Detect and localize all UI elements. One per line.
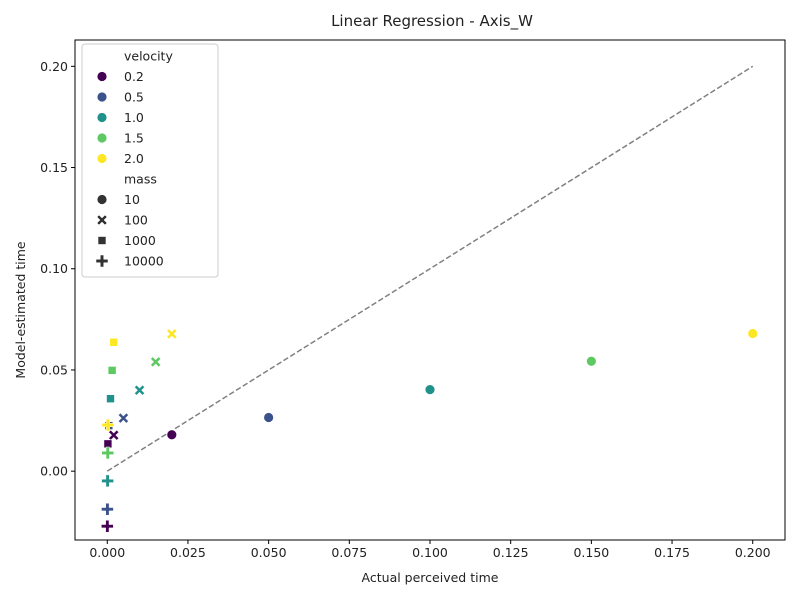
square-marker	[103, 439, 113, 449]
x-tick-label: 0.050	[251, 545, 287, 560]
legend-marker	[96, 132, 108, 144]
plus-marker	[95, 254, 109, 268]
legend-marker	[96, 71, 108, 82]
circle-marker	[96, 132, 108, 144]
x-tick-label: 0.100	[412, 545, 448, 560]
legend-label: 10000	[124, 254, 164, 269]
square-marker	[106, 394, 115, 404]
data-point	[101, 418, 115, 432]
square-marker	[107, 366, 117, 375]
y-axis-ticks: 0.00 0.05 0.10 0.15 0.20	[40, 59, 75, 479]
y-tick-label: 0.05	[40, 362, 68, 377]
legend-marker	[96, 194, 108, 205]
legend-marker	[95, 254, 109, 268]
y-tick-label: 0.10	[40, 261, 68, 276]
legend-marker	[96, 112, 108, 123]
y-tick-label: 0.20	[40, 59, 68, 74]
circle-marker	[166, 429, 178, 441]
data-point	[166, 429, 178, 441]
plus-marker	[101, 474, 114, 488]
data-point	[134, 384, 145, 396]
legend: velocity 0.2 0.5 1.0 1.5 2.0 mass 10 100 1000 1000…	[81, 43, 219, 278]
data-point	[101, 519, 114, 533]
legend-title: velocity	[124, 49, 173, 64]
legend-label: 100	[124, 213, 148, 228]
x-tick-label: 0.025	[170, 545, 206, 560]
y-axis-label: Model-estimated time	[13, 241, 28, 379]
legend-box	[81, 43, 219, 278]
x-tick-label: 0.000	[89, 545, 125, 560]
legend-marker	[96, 214, 108, 226]
legend-items: velocity 0.2 0.5 1.0 1.5 2.0 mass 10 100 1000 1000…	[95, 49, 173, 269]
x-tick-label: 0.175	[654, 545, 690, 560]
square-marker	[97, 236, 107, 245]
circle-marker	[96, 112, 108, 123]
circle-marker	[263, 412, 275, 423]
data-point	[166, 328, 178, 340]
y-tick-label: 0.00	[40, 464, 68, 479]
circle-marker	[96, 91, 108, 103]
data-point	[263, 412, 275, 423]
legend-marker	[97, 236, 107, 245]
legend-label: 1.0	[124, 110, 144, 125]
data-points	[101, 328, 759, 533]
circle-marker	[96, 194, 108, 205]
x-marker	[166, 328, 178, 340]
legend-label: 1.5	[124, 131, 144, 146]
legend-label: 1000	[124, 233, 156, 248]
plus-marker	[101, 446, 115, 460]
square-marker	[109, 337, 119, 347]
legend-marker	[96, 153, 108, 164]
x-tick-label: 0.125	[493, 545, 529, 560]
data-point	[424, 384, 436, 395]
legend-title: mass	[124, 172, 157, 187]
legend-marker	[96, 91, 108, 103]
x-marker	[108, 429, 120, 441]
data-point	[107, 366, 117, 375]
x-marker	[118, 412, 129, 424]
circle-marker	[96, 153, 108, 164]
data-point	[108, 429, 120, 441]
x-axis-label: Actual perceived time	[362, 570, 499, 585]
data-point	[106, 394, 115, 404]
data-point	[747, 328, 759, 339]
data-point	[150, 356, 162, 368]
x-marker	[150, 356, 162, 368]
x-marker	[134, 384, 145, 396]
data-point	[101, 474, 114, 488]
legend-label: 0.2	[124, 69, 144, 84]
circle-marker	[585, 355, 597, 367]
plus-marker	[101, 519, 114, 533]
circle-marker	[96, 71, 108, 82]
x-tick-label: 0.150	[573, 545, 609, 560]
chart-title: Linear Regression - Axis_W	[331, 12, 533, 31]
x-tick-label: 0.200	[735, 545, 771, 560]
legend-label: 0.5	[124, 90, 144, 105]
x-axis-ticks: 0.000 0.025 0.050 0.075 0.100 0.125 0.150 0.175…	[89, 540, 771, 560]
reference-line	[106, 65, 754, 472]
circle-marker	[747, 328, 759, 339]
circle-marker	[424, 384, 436, 395]
plus-marker	[101, 418, 115, 432]
plus-marker	[101, 502, 114, 516]
x-marker	[96, 214, 108, 226]
legend-label: 10	[124, 192, 140, 207]
x-tick-label: 0.075	[331, 545, 367, 560]
data-point	[103, 439, 113, 449]
data-point	[585, 355, 597, 367]
data-point	[101, 446, 115, 460]
data-point	[109, 337, 119, 347]
data-point	[101, 502, 114, 516]
data-point	[118, 412, 129, 424]
y-tick-label: 0.15	[40, 160, 68, 175]
legend-label: 2.0	[124, 151, 144, 166]
